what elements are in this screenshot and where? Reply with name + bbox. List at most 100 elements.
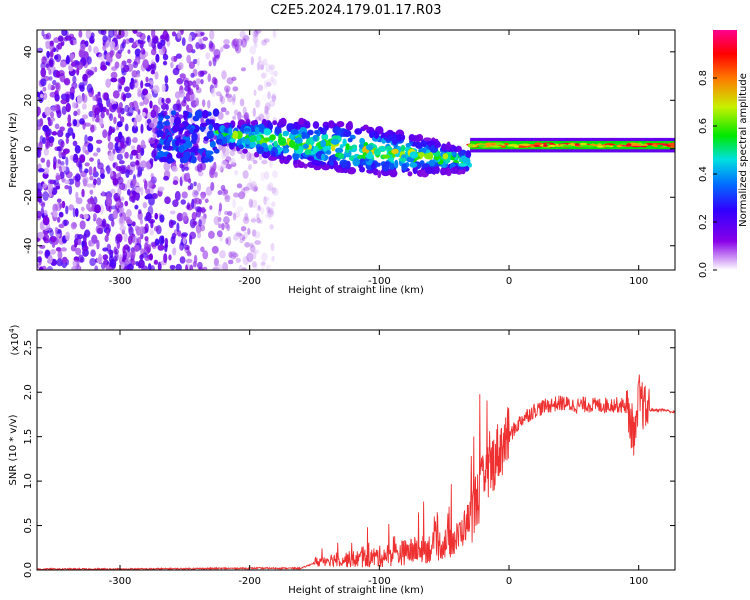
- snr-series-line: [37, 374, 675, 570]
- spectral-blob: [119, 216, 124, 224]
- spectral-blob: [158, 123, 164, 130]
- spectral-blob: [100, 64, 107, 71]
- spectral-blob: [302, 120, 311, 129]
- spectral-blob: [223, 216, 230, 225]
- spectral-blob: [244, 241, 251, 248]
- spectral-blob: [37, 231, 45, 239]
- spectral-blob: [151, 150, 156, 158]
- spectral-blob: [79, 118, 85, 125]
- spectral-blob: [49, 44, 55, 52]
- spectral-blob: [277, 120, 286, 125]
- spectral-blob: [248, 153, 256, 162]
- spectral-blob: [140, 160, 148, 169]
- spectral-blob: [162, 60, 168, 66]
- colorbar-tick-label: 0.4: [698, 166, 709, 182]
- spectral-blob: [321, 164, 331, 171]
- spectral-blob: [579, 142, 588, 146]
- spectrogram-frame: [36, 29, 676, 271]
- spectral-blob: [140, 186, 144, 196]
- spectral-blob: [37, 124, 42, 131]
- spectral-blob: [238, 144, 244, 149]
- snr-background: [37, 330, 675, 570]
- spectral-blob: [165, 103, 169, 111]
- spectral-blob: [238, 233, 245, 241]
- spectral-blob: [272, 78, 277, 86]
- spectral-blob: [405, 142, 412, 148]
- spectral-blob: [208, 60, 212, 67]
- spectral-blob: [155, 53, 160, 63]
- spectral-blob: [345, 160, 351, 170]
- spectral-blob: [82, 144, 87, 154]
- spectral-blob: [118, 102, 123, 109]
- spectral-blob: [212, 56, 217, 67]
- spectral-blob: [324, 125, 329, 131]
- spectral-blob: [269, 159, 273, 169]
- spectral-blob: [268, 64, 276, 70]
- spectral-blob: [132, 41, 137, 48]
- spectral-blob: [206, 130, 215, 140]
- spectral-blob: [253, 36, 257, 46]
- spectral-blob: [132, 61, 138, 69]
- spectral-blob: [242, 256, 249, 266]
- spectral-blob: [139, 32, 146, 41]
- spectral-blob: [65, 56, 71, 65]
- spectral-blob: [313, 160, 322, 167]
- spectral-blob: [162, 30, 169, 41]
- spectral-blob: [132, 30, 138, 34]
- y-tick-label: 0: [23, 146, 34, 152]
- spectral-blob: [195, 84, 200, 91]
- spectral-blob: [183, 151, 191, 160]
- spectral-blob: [246, 151, 252, 162]
- spectral-blob: [268, 156, 278, 161]
- spectral-blob: [187, 80, 193, 86]
- spectral-blob: [169, 210, 176, 215]
- spectral-blob: [123, 265, 130, 270]
- spectral-blob: [135, 159, 140, 166]
- spectral-blob: [110, 71, 118, 79]
- spectral-blob: [51, 131, 58, 136]
- spectral-blob: [307, 156, 315, 161]
- spectral-blob: [534, 142, 543, 145]
- spectral-blob: [198, 219, 202, 227]
- spectral-blob: [162, 53, 169, 61]
- spectral-blob: [71, 82, 78, 90]
- spectral-blob: [248, 178, 252, 186]
- spectral-blob: [232, 115, 236, 120]
- spectral-blob: [233, 210, 241, 218]
- spectral-blob: [189, 231, 197, 240]
- spectral-blob: [207, 73, 212, 83]
- spectral-blob: [65, 231, 71, 241]
- spectral-blob: [133, 73, 141, 78]
- spectral-blob: [75, 247, 82, 256]
- spectral-blob: [239, 30, 246, 39]
- spectral-blob: [228, 127, 233, 136]
- spectral-blob: [221, 223, 225, 231]
- spectral-blob: [178, 89, 185, 98]
- spectral-blob: [621, 142, 628, 145]
- spectral-blob: [150, 109, 157, 119]
- spectral-blob: [656, 144, 664, 148]
- spectral-blob: [57, 250, 63, 260]
- spectral-blob: [272, 187, 279, 197]
- spectral-blob: [93, 178, 97, 186]
- spectral-blob: [72, 119, 78, 127]
- spectral-blob: [47, 83, 52, 91]
- spectral-blob: [196, 182, 202, 192]
- spectral-blob: [278, 155, 286, 161]
- spectral-blob: [173, 116, 182, 126]
- spectral-blob: [43, 167, 50, 175]
- spectral-blob: [130, 149, 138, 156]
- spectral-blob: [129, 101, 135, 108]
- spectral-blob: [65, 205, 69, 215]
- spectral-blob: [161, 97, 165, 104]
- spectral-blob: [79, 213, 84, 219]
- spectral-blob: [252, 34, 259, 44]
- x-tick-label: 0: [506, 276, 512, 287]
- spectral-blob: [179, 245, 183, 250]
- spectral-blob: [271, 150, 276, 158]
- spectral-blob: [60, 247, 67, 252]
- spectral-blob: [194, 109, 203, 119]
- spectral-blob: [37, 210, 42, 219]
- spectral-blob: [200, 246, 205, 253]
- spectral-blob: [266, 78, 273, 87]
